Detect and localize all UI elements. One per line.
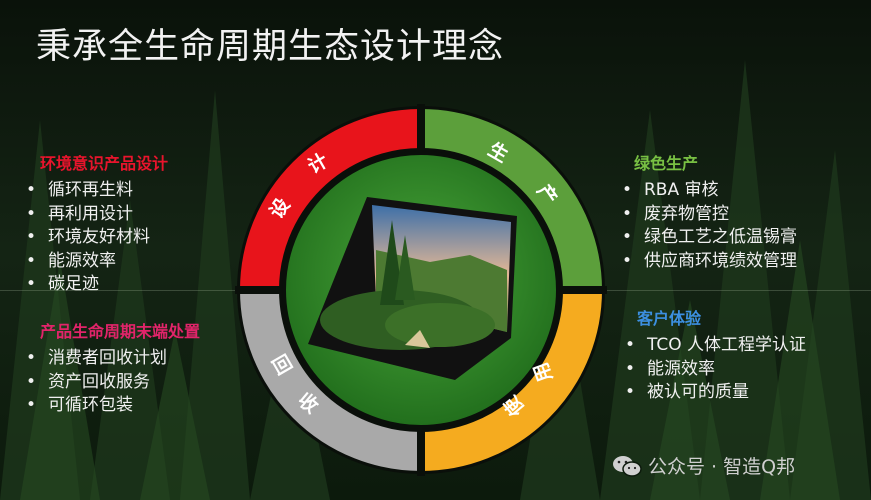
list-item: 能源效率: [26, 250, 168, 274]
list-item: 被认可的质量: [625, 381, 806, 405]
right-divider: [604, 290, 871, 291]
eco-design-block: 环境意识产品设计 循环再生料 再利用设计 环境友好材料 能源效率 碳足迹: [26, 150, 169, 297]
list-item: 碳足迹: [26, 273, 168, 297]
list-item: 能源效率: [625, 358, 806, 382]
laptop-forest-image: [308, 197, 517, 380]
green-production-block: 绿色生产 RBA 审核 废弃物管控 绿色工艺之低温锡膏 供应商环境绩效管理: [622, 150, 797, 273]
list-item: 环境友好材料: [26, 226, 168, 250]
list-item: 资产回收服务: [26, 371, 200, 395]
ring-segment-recycle: [240, 289, 422, 471]
slide-title: 秉承全生命周期生态设计理念: [36, 27, 505, 67]
list-item: 消费者回收计划: [26, 347, 200, 371]
customer-experience-block: 客户体验 TCO 人体工程学认证 能源效率 被认可的质量: [625, 305, 806, 405]
wechat-icon: [613, 455, 642, 477]
list-item: 绿色工艺之低温锡膏: [622, 226, 797, 250]
list-item: 供应商环境绩效管理: [622, 250, 797, 274]
customer-experience-heading: 客户体验: [637, 309, 702, 328]
list-item: RBA 审核: [622, 179, 797, 203]
eco-design-heading: 环境意识产品设计: [40, 154, 169, 173]
green-production-heading: 绿色生产: [634, 154, 699, 173]
list-item: 废弃物管控: [622, 203, 797, 227]
list-item: TCO 人体工程学认证: [625, 334, 806, 358]
ring-segment-use: [420, 289, 602, 471]
list-item: 循环再生料: [26, 179, 168, 203]
end-of-life-heading: 产品生命周期末端处置: [40, 322, 201, 341]
end-of-life-block: 产品生命周期末端处置 消费者回收计划 资产回收服务 可循环包装: [26, 318, 201, 418]
watermark: 公众号 · 智造Q邦: [612, 452, 795, 479]
ring-segment-design: [240, 109, 422, 291]
list-item: 可循环包装: [26, 394, 200, 418]
list-item: 再利用设计: [26, 203, 168, 227]
watermark-text: 公众号 · 智造Q邦: [648, 456, 796, 478]
ring-segment-production: [420, 109, 602, 291]
